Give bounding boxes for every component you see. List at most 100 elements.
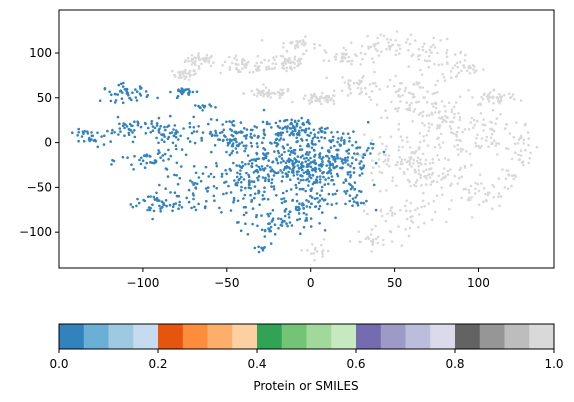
scatter-point: [244, 205, 247, 209]
scatter-point: [369, 45, 373, 49]
scatter-point: [364, 52, 367, 56]
scatter-point: [119, 89, 122, 92]
scatter-point: [253, 64, 257, 68]
scatter-point: [307, 170, 311, 174]
scatter-point: [263, 229, 267, 233]
scatter-point: [228, 153, 232, 157]
scatter-point: [374, 224, 378, 228]
scatter-point: [342, 46, 346, 50]
scatter-point: [266, 164, 269, 168]
scatter-point: [145, 161, 148, 165]
scatter-point: [463, 164, 467, 168]
scatter-point: [121, 101, 125, 104]
scatter-point: [326, 126, 329, 130]
scatter-point: [194, 208, 198, 212]
scatter-point: [527, 137, 530, 140]
scatter-point: [311, 137, 315, 140]
scatter-point: [240, 61, 244, 64]
scatter-point: [214, 106, 217, 109]
scatter-point: [358, 160, 361, 163]
scatter-point: [415, 179, 419, 182]
scatter-point: [439, 146, 442, 149]
scatter-point: [272, 174, 276, 177]
scatter-point: [471, 96, 474, 99]
scatter-point: [284, 161, 288, 165]
scatter-point: [461, 130, 465, 134]
scatter-point: [385, 47, 388, 51]
scatter-point: [377, 41, 380, 45]
scatter-point: [174, 202, 178, 205]
scatter-point: [205, 53, 209, 57]
scatter-point: [494, 122, 498, 125]
scatter-point: [301, 161, 304, 164]
scatter-point: [332, 89, 336, 92]
scatter-point: [353, 53, 357, 56]
scatter-point: [309, 131, 313, 135]
scatter-point: [445, 116, 449, 119]
scatter-point: [443, 157, 447, 160]
scatter-point: [300, 42, 304, 46]
scatter-point: [367, 146, 370, 150]
scatter-point: [468, 198, 472, 202]
scatter-point: [119, 130, 122, 133]
scatter-point: [209, 118, 213, 121]
scatter-point: [410, 219, 413, 223]
scatter-point: [286, 143, 289, 146]
scatter-point: [193, 141, 197, 145]
scatter-point: [190, 54, 194, 57]
scatter-point: [313, 42, 316, 46]
scatter-point: [275, 137, 279, 141]
scatter-point: [182, 127, 185, 130]
scatter-point: [374, 208, 378, 212]
scatter-point: [495, 117, 499, 120]
scatter-point: [369, 152, 372, 155]
scatter-point: [450, 182, 453, 186]
scatter-point: [228, 120, 231, 123]
scatter-point: [334, 216, 337, 220]
scatter-point: [155, 196, 159, 200]
scatter-point: [472, 126, 475, 129]
scatter-point: [256, 176, 259, 180]
scatter-point: [192, 73, 195, 76]
scatter-point: [430, 218, 434, 222]
scatter-point: [339, 157, 342, 160]
scatter-point: [401, 145, 405, 149]
scatter-point: [349, 165, 352, 168]
scatter-point: [265, 122, 269, 126]
scatter-point: [138, 85, 142, 88]
scatter-point: [504, 177, 508, 181]
scatter-point: [86, 132, 90, 135]
scatter-point: [192, 165, 196, 168]
scatter-point: [263, 167, 267, 170]
scatter-point: [277, 227, 280, 230]
scatter-point: [307, 180, 311, 183]
scatter-point: [300, 116, 304, 120]
scatter-point: [159, 210, 162, 213]
scatter-point: [351, 197, 355, 201]
plot-frame: [58, 9, 555, 269]
scatter-point: [307, 158, 310, 162]
scatter-point: [312, 252, 316, 255]
scatter-point: [279, 133, 283, 137]
scatter-point: [327, 182, 330, 186]
scatter-point: [297, 166, 301, 170]
scatter-point: [390, 240, 394, 243]
scatter-point: [231, 144, 235, 148]
scatter-point: [184, 153, 188, 157]
scatter-point: [344, 202, 347, 206]
scatter-point: [241, 164, 245, 168]
scatter-point: [449, 127, 453, 131]
scatter-point: [407, 65, 411, 68]
scatter-point: [260, 39, 264, 42]
scatter-point: [439, 39, 442, 42]
scatter-point: [408, 103, 412, 107]
scatter-point: [324, 51, 328, 54]
scatter-point: [420, 184, 423, 187]
scatter-point: [191, 181, 194, 184]
scatter-point: [317, 131, 320, 134]
colorbar-segment: [504, 324, 530, 349]
scatter-point: [298, 148, 302, 151]
scatter-point: [386, 116, 389, 119]
scatter-point: [76, 134, 79, 137]
